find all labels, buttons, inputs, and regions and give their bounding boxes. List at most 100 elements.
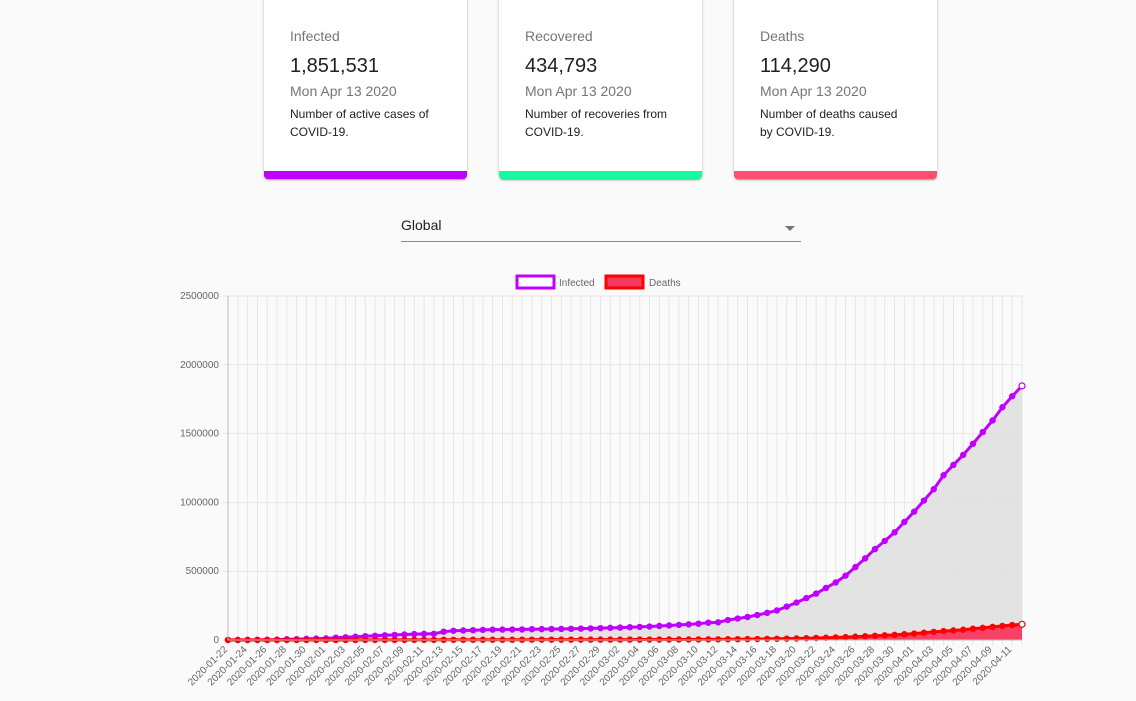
data-point-deaths [959, 626, 967, 633]
legend-label-deaths: Deaths [649, 278, 681, 289]
data-point-infected [871, 545, 879, 553]
data-point-infected [920, 497, 928, 504]
data-point-deaths [754, 635, 761, 643]
card-date: Mon Apr 13 2020 [290, 83, 397, 99]
x-axis: 2020-01-222020-01-242020-01-262020-01-28… [186, 639, 1022, 688]
data-point-infected [411, 630, 418, 638]
data-point-infected [940, 472, 947, 479]
data-point-infected [1018, 382, 1026, 390]
data-point-infected [832, 579, 839, 586]
dropdown-arrow-icon[interactable] [785, 226, 795, 231]
data-point-infected [754, 611, 761, 619]
data-point-deaths [675, 636, 683, 643]
data-point-infected [440, 628, 447, 635]
data-point-infected [518, 626, 526, 633]
data-point-deaths [852, 633, 859, 640]
data-point-deaths [1008, 621, 1016, 629]
data-point-infected [460, 627, 467, 634]
data-point-infected [616, 624, 624, 631]
data-point-deaths [773, 635, 781, 642]
data-point-deaths [744, 635, 751, 643]
data-point-deaths [842, 633, 849, 641]
data-point-infected [901, 518, 908, 526]
data-point-infected [773, 607, 781, 614]
data-point-infected [1008, 393, 1016, 400]
data-point-deaths [1018, 620, 1026, 628]
card-value: 434,793 [525, 55, 598, 77]
data-point-infected [734, 615, 741, 622]
data-point-infected [861, 555, 869, 562]
data-point-infected [597, 624, 604, 632]
card-title: Deaths [760, 28, 805, 44]
data-point-infected [430, 630, 438, 637]
legend-swatch-infected [515, 274, 556, 290]
data-point-infected [665, 622, 673, 629]
data-point-deaths [685, 636, 692, 643]
data-point-deaths [763, 635, 771, 643]
data-point-deaths [861, 633, 869, 640]
card-date: Mon Apr 13 2020 [760, 83, 867, 99]
card-description: Number of active cases of COVID-19. [290, 107, 429, 139]
data-point-deaths [969, 625, 977, 632]
card-description: Number of deaths caused by COVID-19. [760, 107, 898, 139]
y-axis: 2500000 2000000 1500000 1000000 500000 0 [180, 291, 229, 646]
data-point-infected [695, 620, 702, 627]
data-point-infected [567, 625, 575, 633]
data-point-infected [489, 626, 496, 633]
data-point-infected [714, 619, 722, 626]
card-title: Recovered [525, 28, 593, 44]
data-point-infected [724, 616, 732, 624]
data-point-infected [450, 627, 457, 634]
data-point-infected [969, 440, 977, 447]
data-point-infected [538, 625, 545, 633]
data-point-infected [479, 626, 487, 634]
data-point-infected [548, 625, 555, 633]
data-point-infected [822, 584, 830, 592]
data-point-infected [891, 529, 898, 536]
series-area-deaths [228, 624, 1022, 640]
data-point-deaths [881, 632, 888, 639]
data-point-infected [626, 624, 634, 631]
data-point-deaths [910, 630, 918, 637]
data-point-infected [469, 626, 477, 634]
infected-card: Infected 1,851,531 Mon Apr 13 2020 Numbe… [264, 0, 467, 179]
card-accent-bar [264, 171, 467, 179]
data-point-infected [881, 537, 888, 545]
card-value: 114,290 [760, 55, 831, 77]
card-description: Number of recoveries from COVID-19. [525, 107, 668, 139]
data-point-deaths [989, 623, 996, 631]
country-select[interactable]: Global [401, 210, 801, 242]
data-point-deaths [695, 636, 702, 643]
data-point-infected [783, 603, 790, 610]
series-line-infected [227, 384, 1024, 642]
data-point-infected [842, 572, 849, 579]
y-tick-label: 1000000 [180, 497, 219, 508]
country-select-value: Global [401, 217, 442, 233]
chart-legend[interactable]: Infected Deaths [515, 274, 681, 290]
card-title: Infected [290, 28, 340, 44]
data-point-infected [499, 626, 506, 633]
data-point-infected [656, 622, 663, 630]
card-value: 1,851,531 [290, 55, 379, 77]
cases-line-chart: 2500000 2000000 1500000 1000000 500000 0 2020… [180, 274, 1026, 688]
data-point-deaths [705, 636, 712, 643]
chart-areas [228, 385, 1022, 640]
data-point-deaths [832, 634, 839, 641]
recovered-card: Recovered 434,793 Mon Apr 13 2020 Number… [499, 0, 702, 179]
data-point-infected [999, 404, 1006, 411]
card-date: Mon Apr 13 2020 [525, 83, 632, 99]
data-point-deaths [724, 636, 732, 643]
series-area-infected [228, 385, 1022, 640]
card-accent-bar [734, 171, 937, 179]
data-point-infected [989, 417, 996, 424]
data-point-infected [401, 631, 408, 638]
deaths-card: Deaths 114,290 Mon Apr 13 2020 Number of… [734, 0, 937, 179]
data-point-infected [744, 613, 751, 621]
chart-points [224, 382, 1026, 644]
data-point-infected [763, 609, 771, 617]
data-point-deaths [812, 634, 820, 642]
data-point-infected [930, 486, 937, 493]
y-tick-label: 1500000 [180, 429, 219, 440]
y-tick-label: 0 [213, 635, 219, 646]
data-point-deaths [920, 629, 928, 636]
